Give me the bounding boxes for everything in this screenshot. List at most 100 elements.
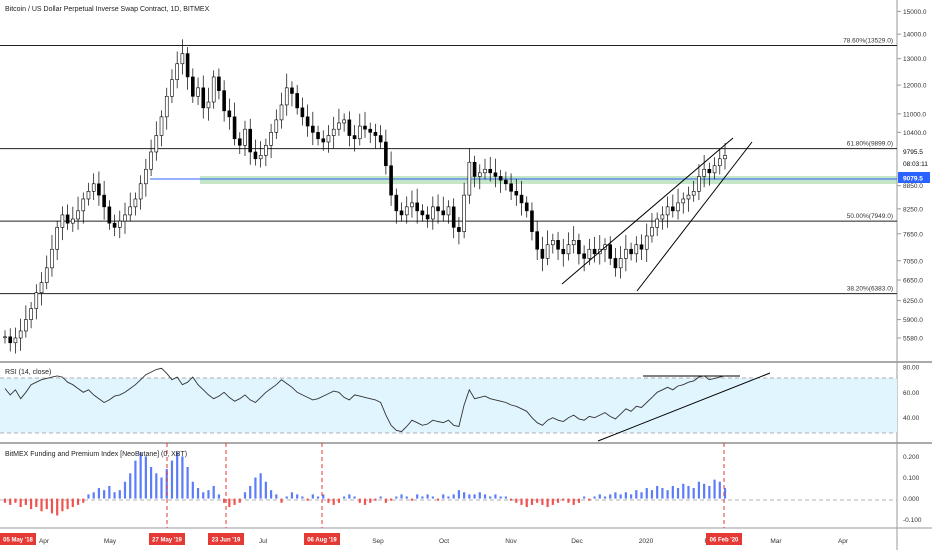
funding-bar bbox=[509, 498, 513, 501]
funding-bar bbox=[118, 490, 121, 499]
funding-tick-label: 0.200 bbox=[903, 454, 920, 461]
funding-bar bbox=[656, 485, 659, 499]
candle-body bbox=[154, 135, 159, 153]
price-tick-label: 13000.0 bbox=[903, 56, 927, 63]
funding-title: BitMEX Funding and Premium Index [NeoBut… bbox=[5, 451, 187, 458]
funding-bar bbox=[682, 483, 685, 499]
rsi-band bbox=[0, 378, 897, 433]
funding-bar bbox=[400, 494, 403, 499]
funding-bar bbox=[296, 494, 299, 499]
candle-body bbox=[488, 168, 493, 174]
funding-bar bbox=[593, 496, 596, 499]
funding-bar bbox=[71, 498, 74, 508]
candle-body bbox=[436, 206, 440, 212]
funding-bar bbox=[556, 498, 560, 503]
candle-body bbox=[170, 79, 174, 97]
funding-bar bbox=[9, 498, 12, 505]
candle-body bbox=[347, 119, 352, 136]
funding-bar bbox=[588, 498, 591, 501]
candle-body bbox=[264, 144, 268, 156]
funding-bar bbox=[103, 490, 106, 499]
funding-bar bbox=[176, 452, 179, 499]
candle-body bbox=[8, 336, 13, 344]
candle-body bbox=[399, 210, 404, 216]
funding-bar bbox=[113, 492, 116, 499]
candle-body bbox=[587, 248, 592, 259]
funding-bar bbox=[436, 498, 440, 501]
funding-bar bbox=[583, 496, 586, 499]
countdown-label: 08:03:11 bbox=[903, 161, 928, 168]
price-tick-label: 7650.0 bbox=[903, 231, 923, 238]
candle-body bbox=[123, 214, 127, 222]
candle-body bbox=[107, 206, 112, 224]
candle-body bbox=[446, 206, 451, 216]
candle-body bbox=[102, 194, 106, 208]
funding-bar bbox=[536, 498, 539, 503]
funding-tick-label: -0.100 bbox=[903, 517, 922, 524]
funding-bar bbox=[196, 488, 200, 499]
funding-bar bbox=[285, 496, 288, 499]
last-price-box bbox=[898, 172, 930, 183]
funding-bar bbox=[290, 492, 294, 499]
funding-bar bbox=[483, 494, 487, 499]
funding-bar bbox=[92, 492, 95, 499]
candle-body bbox=[357, 125, 362, 140]
funding-bar bbox=[207, 490, 210, 499]
candle-body bbox=[384, 141, 388, 167]
x-tick-label: Oct bbox=[439, 538, 449, 545]
price-tick-label: 10400.0 bbox=[903, 130, 927, 137]
funding-bar bbox=[275, 494, 278, 499]
funding-bar bbox=[40, 498, 43, 512]
funding-bar bbox=[650, 490, 654, 499]
candle-body bbox=[86, 190, 91, 200]
candle-body bbox=[159, 116, 164, 136]
candle-body bbox=[44, 267, 49, 283]
funding-bar bbox=[337, 498, 341, 503]
candle-body bbox=[644, 235, 649, 250]
funding-bar bbox=[280, 498, 283, 503]
candle-body bbox=[691, 190, 696, 196]
funding-bar bbox=[311, 494, 314, 499]
date-marker-label: 23 Jun '19 bbox=[212, 538, 241, 544]
funding-bar bbox=[123, 481, 127, 499]
candle-body bbox=[206, 101, 211, 109]
funding-bar bbox=[82, 498, 85, 503]
funding-bar bbox=[692, 488, 695, 499]
date-marker-label: 06 Feb '20 bbox=[710, 538, 739, 544]
funding-bar bbox=[348, 494, 351, 499]
candle-body bbox=[258, 155, 263, 160]
date-marker-box bbox=[304, 533, 340, 545]
candle-body bbox=[316, 132, 320, 140]
wedge-lower-line[interactable] bbox=[636, 141, 753, 292]
wedge-upper-line[interactable] bbox=[561, 137, 734, 285]
candle-body bbox=[483, 168, 487, 174]
candle-body bbox=[618, 258, 623, 269]
candle-body bbox=[217, 76, 221, 91]
candle-body bbox=[451, 206, 456, 228]
date-marker-box bbox=[706, 533, 742, 545]
funding-bar bbox=[666, 490, 669, 499]
funding-bar bbox=[609, 494, 612, 499]
candle-body bbox=[660, 214, 665, 220]
funding-bar bbox=[708, 485, 711, 499]
funding-bar bbox=[191, 481, 194, 499]
rsi-trend-line[interactable] bbox=[597, 372, 771, 442]
candle-body bbox=[373, 132, 378, 136]
price-tick-label: 8850.0 bbox=[903, 183, 923, 190]
candle-body bbox=[650, 227, 654, 237]
funding-bar bbox=[520, 498, 523, 505]
candle-body bbox=[337, 122, 341, 130]
candle-body bbox=[50, 248, 54, 269]
funding-bar bbox=[713, 479, 716, 499]
symbol-title: Bitcoin / US Dollar Perpetual Inverse Sw… bbox=[5, 6, 210, 13]
fib-label-1: 61.80%(9899.0) bbox=[847, 141, 893, 148]
funding-bar bbox=[640, 492, 643, 499]
date-marker-box bbox=[208, 533, 244, 545]
funding-bar bbox=[238, 498, 241, 503]
funding-bar bbox=[35, 498, 38, 508]
candle-body bbox=[504, 179, 508, 185]
candle-body bbox=[248, 128, 253, 153]
candle-body bbox=[269, 132, 273, 146]
funding-bar bbox=[316, 496, 320, 499]
